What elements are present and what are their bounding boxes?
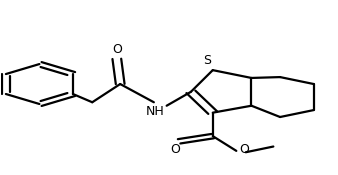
Text: O: O xyxy=(170,143,180,156)
Text: O: O xyxy=(239,143,249,156)
Text: S: S xyxy=(203,54,211,67)
Text: O: O xyxy=(112,43,122,56)
Text: NH: NH xyxy=(146,105,165,118)
